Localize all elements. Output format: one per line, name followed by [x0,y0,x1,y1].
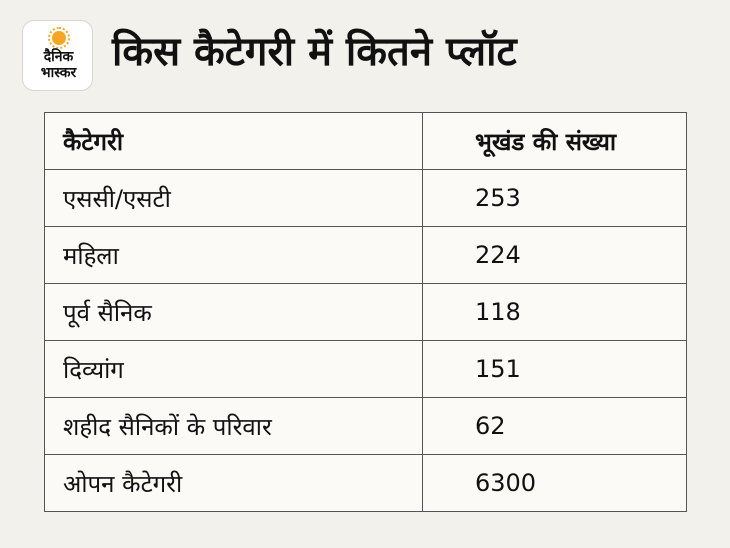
page-title: किस कैटेगरी में कितने प्लॉट [112,29,517,75]
sun-icon [48,27,70,49]
count-cell: 151 [422,340,687,398]
table-row: पूर्व सैनिक 118 [44,283,687,341]
table-row: एससी/एसटी 253 [44,169,687,227]
category-cell: पूर्व सैनिक [44,283,423,341]
count-cell: 62 [422,397,687,455]
table-row: शहीद सैनिकों के परिवार 62 [44,397,687,455]
category-cell: एससी/एसटी [44,169,423,227]
table-row: महिला 224 [44,226,687,284]
category-cell: महिला [44,226,423,284]
category-cell: शहीद सैनिकों के परिवार [44,397,423,455]
header-category: कैटेगरी [44,112,423,170]
table-row: दिव्यांग 151 [44,340,687,398]
logo-text-line2: भास्कर [40,65,77,81]
count-cell: 118 [422,283,687,341]
header-plot-count: भूखंड की संख्या [422,112,687,170]
header: दैनिक भास्कर किस कैटेगरी में कितने प्लॉट [22,20,708,100]
category-cell: ओपन कैटेगरी [44,454,423,512]
count-cell: 253 [422,169,687,227]
count-cell: 224 [422,226,687,284]
count-cell: 6300 [422,454,687,512]
logo-text-line1: दैनिक [43,49,74,65]
plots-table: कैटेगरी भूखंड की संख्या एससी/एसटी 253 मह… [44,112,687,512]
category-cell: दिव्यांग [44,340,423,398]
dainik-bhaskar-logo: दैनिक भास्कर [22,20,93,91]
table-header-row: कैटेगरी भूखंड की संख्या [44,112,687,170]
table-row: ओपन कैटेगरी 6300 [44,454,687,512]
